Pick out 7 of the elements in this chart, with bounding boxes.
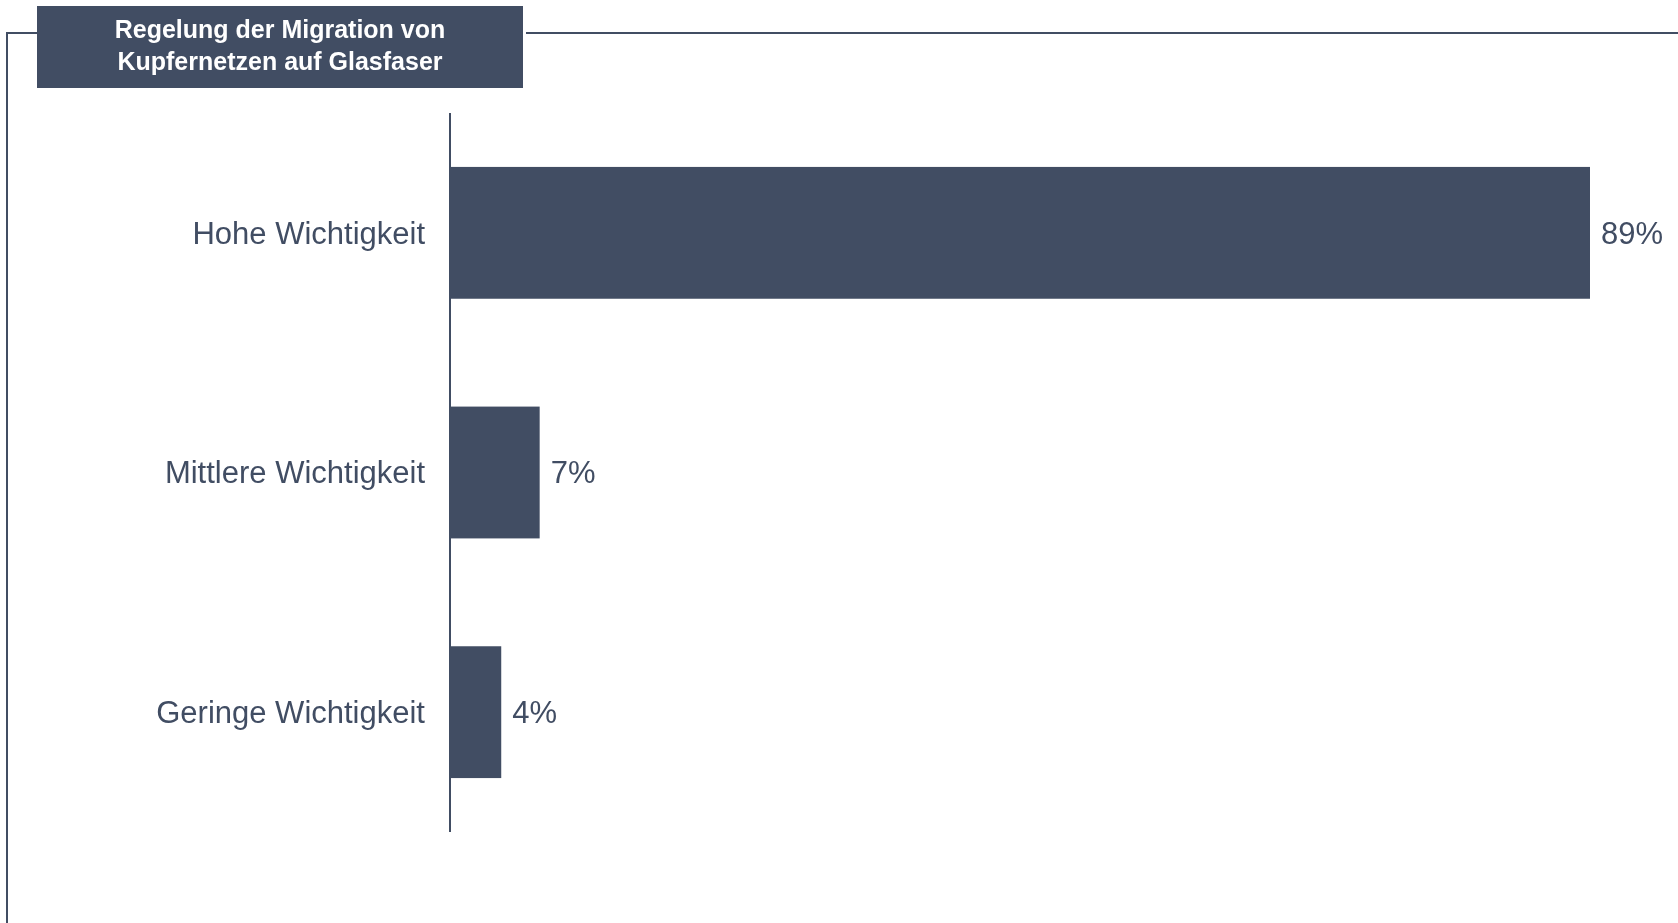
data-label: 89% (1601, 215, 1664, 251)
data-label: 4% (512, 695, 558, 731)
chart-title: Regelung der Migration von Kupfernetzen auf Glasfaser (114, 15, 446, 75)
y-tick-label: Hohe Wichtigkeit (192, 215, 426, 251)
y-tick-label: Geringe Wichtigkeit (156, 695, 426, 731)
y-tick-label: Mittlere Wichtigkeit (164, 455, 426, 491)
data-label: 7% (550, 455, 596, 491)
